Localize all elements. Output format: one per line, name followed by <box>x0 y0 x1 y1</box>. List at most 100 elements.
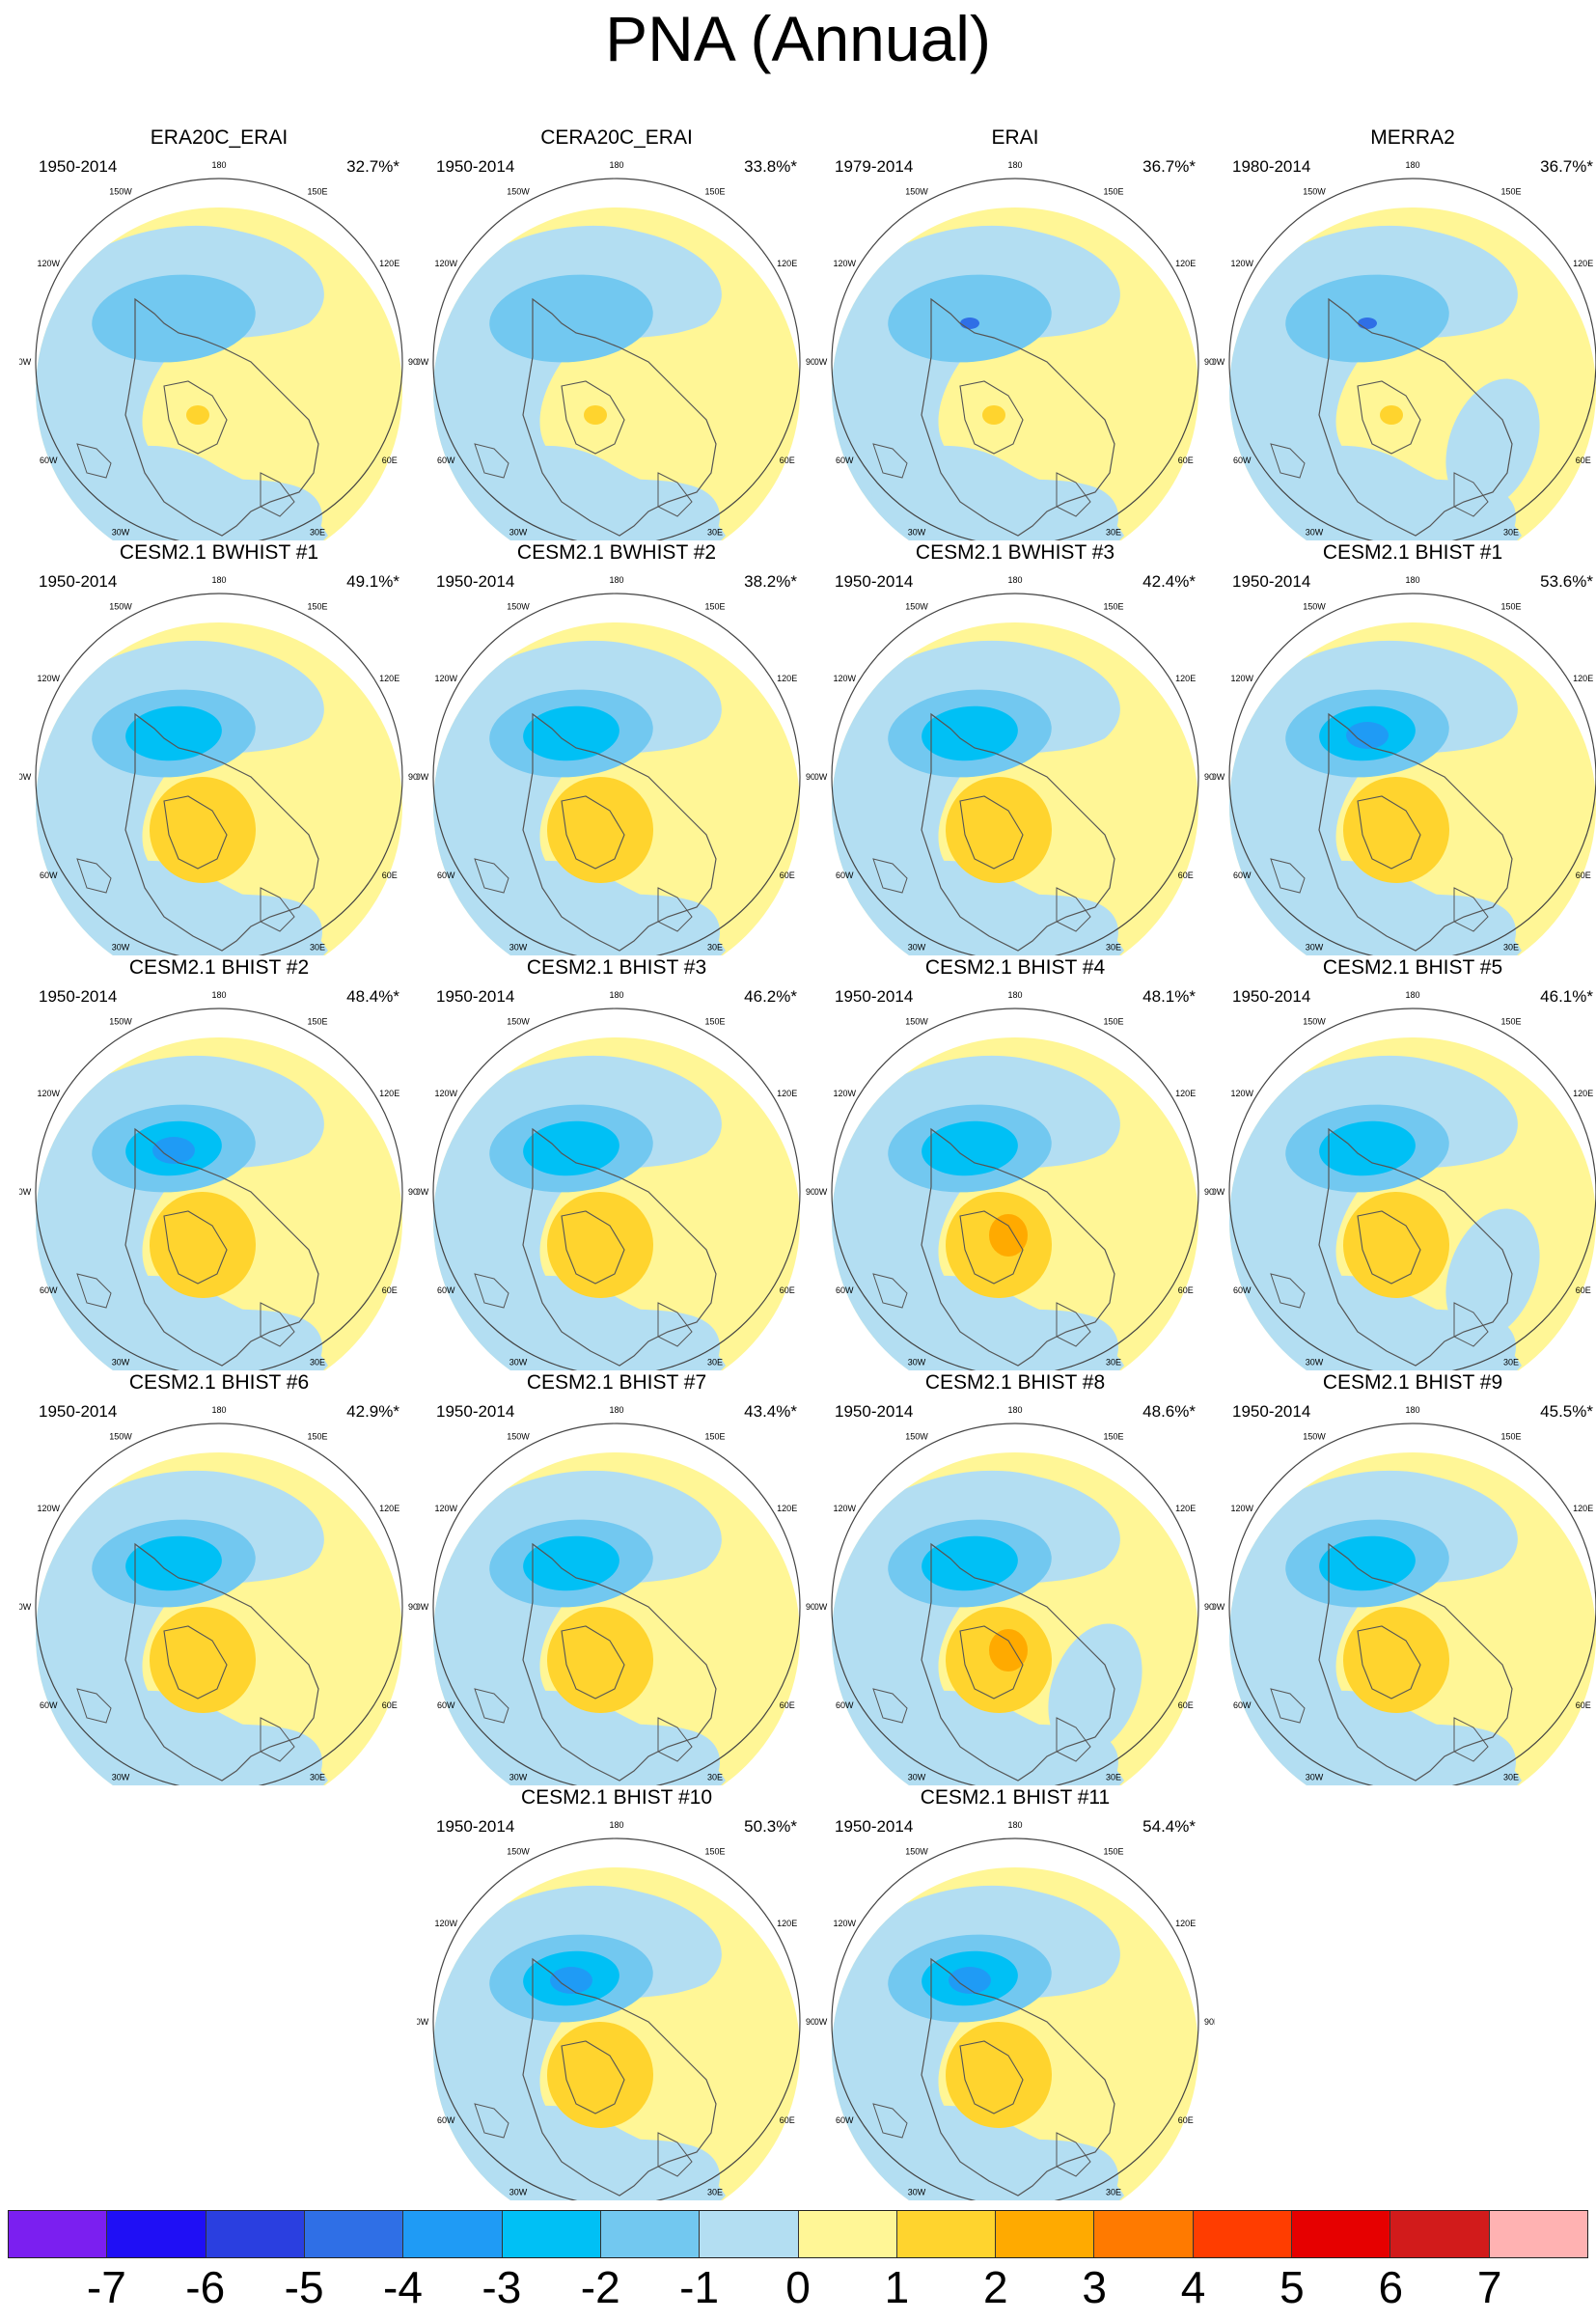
longitude-label: 150E <box>1103 1016 1123 1026</box>
longitude-label: 90W <box>1213 1602 1225 1612</box>
longitude-label: 30W <box>509 1358 528 1368</box>
longitude-label: 180 <box>211 575 226 585</box>
longitude-label: 30E <box>1106 2188 1121 2197</box>
longitude-label: 30E <box>707 2188 723 2197</box>
longitude-label: 150E <box>704 186 725 196</box>
colorbar-tick-label: 1 <box>884 2262 910 2312</box>
panel-period: 1950-2014 <box>436 157 515 176</box>
longitude-label: 60W <box>437 870 455 880</box>
longitude-label: 30E <box>707 1358 723 1368</box>
longitude-label: 150W <box>109 1016 132 1026</box>
panel-title: CESM2.1 BHIST #7 <box>526 1371 707 1394</box>
panel-title: CESM2.1 BHIST #4 <box>924 956 1106 979</box>
longitude-label: 120W <box>834 1919 857 1928</box>
panel-variance-percent: 50.3%* <box>744 1817 797 1836</box>
longitude-label: 30W <box>509 528 528 538</box>
polar-map: 180150E120E90E60E30E030W60W90W120W150W <box>815 160 1215 540</box>
longitude-label: 30E <box>1106 528 1121 538</box>
panel-period: 1950-2014 <box>835 1817 914 1836</box>
longitude-label: 30W <box>509 2188 528 2197</box>
longitude-label: 180 <box>211 990 226 1000</box>
polar-map: 180150E120E90E60E30E030W60W90W120W150W <box>417 990 816 1370</box>
longitude-label: 180 <box>1405 160 1419 170</box>
longitude-label: 90E <box>806 357 816 367</box>
map-panel: 180150E120E90E60E30E030W60W90W120W150W C… <box>1213 955 1596 1370</box>
longitude-label: 30W <box>908 943 926 953</box>
longitude-label: 180 <box>1007 160 1022 170</box>
longitude-label: 120E <box>1175 1089 1196 1098</box>
panel-variance-percent: 48.6%* <box>1142 1402 1196 1421</box>
map-panel: 180150E120E90E60E30E030W60W90W120W150W C… <box>417 1370 816 1785</box>
colorbar-swatch <box>996 2211 1095 2257</box>
longitude-label: 150E <box>307 601 327 611</box>
panel-variance-percent: 48.4%* <box>346 987 399 1006</box>
polar-map: 180150E120E90E60E30E030W60W90W120W150W <box>19 160 419 540</box>
longitude-label: 60W <box>40 870 58 880</box>
longitude-label: 150W <box>507 1846 530 1856</box>
longitude-label: 120W <box>834 1504 857 1513</box>
longitude-label: 180 <box>1405 1405 1419 1415</box>
longitude-label: 90E <box>408 1602 419 1612</box>
polar-map: 180150E120E90E60E30E030W60W90W120W150W <box>815 575 1215 955</box>
map-panel: 180150E120E90E60E30E030W60W90W120W150W C… <box>815 540 1215 955</box>
longitude-label: 150E <box>704 1431 725 1441</box>
longitude-label: 150W <box>905 1846 928 1856</box>
longitude-label: 30W <box>1306 1358 1324 1368</box>
colorbar-swatch <box>206 2211 305 2257</box>
polar-map: 180150E120E90E60E30E030W60W90W120W150W <box>815 1405 1215 1785</box>
map-panel: 180150E120E90E60E30E030W60W90W120W150W E… <box>815 125 1215 540</box>
longitude-label: 120W <box>834 1089 857 1098</box>
panel-variance-percent: 36.7%* <box>1540 157 1593 176</box>
panel-title: CERA20C_ERAI <box>540 126 693 149</box>
map-panel: 180150E120E90E60E30E030W60W90W120W150W C… <box>19 955 419 1370</box>
panel-title: CESM2.1 BWHIST #1 <box>119 541 319 564</box>
map-panel: 180150E120E90E60E30E030W60W90W120W150W E… <box>19 125 419 540</box>
longitude-label: 150W <box>905 186 928 196</box>
longitude-label: 150W <box>1303 1016 1326 1026</box>
longitude-label: 120W <box>1231 1504 1254 1513</box>
map-panel: 180150E120E90E60E30E030W60W90W120W150W C… <box>417 955 816 1370</box>
longitude-label: 30E <box>310 1773 325 1782</box>
longitude-label: 60E <box>780 1700 795 1710</box>
panel-period: 1950-2014 <box>1232 572 1311 591</box>
panel-title: CESM2.1 BHIST #6 <box>128 1371 310 1394</box>
longitude-label: 30W <box>112 1358 130 1368</box>
longitude-label: 90E <box>1204 772 1215 782</box>
longitude-label: 180 <box>609 160 623 170</box>
longitude-label: 30W <box>112 528 130 538</box>
longitude-label: 120W <box>834 674 857 683</box>
panel-variance-percent: 42.4%* <box>1142 572 1196 591</box>
map-panel: 180150E120E90E60E30E030W60W90W120W150W C… <box>417 1785 816 2200</box>
longitude-label: 180 <box>1007 1405 1022 1415</box>
figure-title: PNA (Annual) <box>605 3 991 74</box>
map-panel: 180150E120E90E60E30E030W60W90W120W150W C… <box>19 1370 419 1785</box>
longitude-label: 60W <box>40 1700 58 1710</box>
longitude-label: 120W <box>435 1919 458 1928</box>
polar-map: 180150E120E90E60E30E030W60W90W120W150W <box>1213 990 1596 1370</box>
colorbar-swatch <box>403 2211 503 2257</box>
longitude-label: 30E <box>1106 1358 1121 1368</box>
longitude-label: 120E <box>1175 674 1196 683</box>
panel-title: ERA20C_ERAI <box>150 126 289 149</box>
longitude-label: 60W <box>1233 456 1252 465</box>
longitude-label: 120E <box>1573 1089 1593 1098</box>
longitude-label: 180 <box>1405 575 1419 585</box>
longitude-label: 90E <box>806 772 816 782</box>
longitude-label: 150E <box>704 1846 725 1856</box>
polar-map: 180150E120E90E60E30E030W60W90W120W150W <box>19 1405 419 1785</box>
panel-variance-percent: 46.1%* <box>1540 987 1593 1006</box>
longitude-label: 90W <box>19 1602 32 1612</box>
map-panel: 180150E120E90E60E30E030W60W90W120W150W C… <box>417 540 816 955</box>
longitude-label: 150E <box>1103 1431 1123 1441</box>
panel-period: 1979-2014 <box>835 157 914 176</box>
longitude-label: 30W <box>908 1358 926 1368</box>
longitude-label: 30W <box>112 1773 130 1782</box>
longitude-label: 90W <box>1213 357 1225 367</box>
panel-period: 1950-2014 <box>436 1817 515 1836</box>
longitude-label: 90W <box>815 2017 828 2027</box>
panel-period: 1950-2014 <box>835 572 914 591</box>
longitude-label: 30E <box>1106 1773 1121 1782</box>
longitude-label: 120E <box>777 1504 797 1513</box>
longitude-label: 60E <box>382 870 398 880</box>
longitude-label: 120W <box>1231 259 1254 268</box>
